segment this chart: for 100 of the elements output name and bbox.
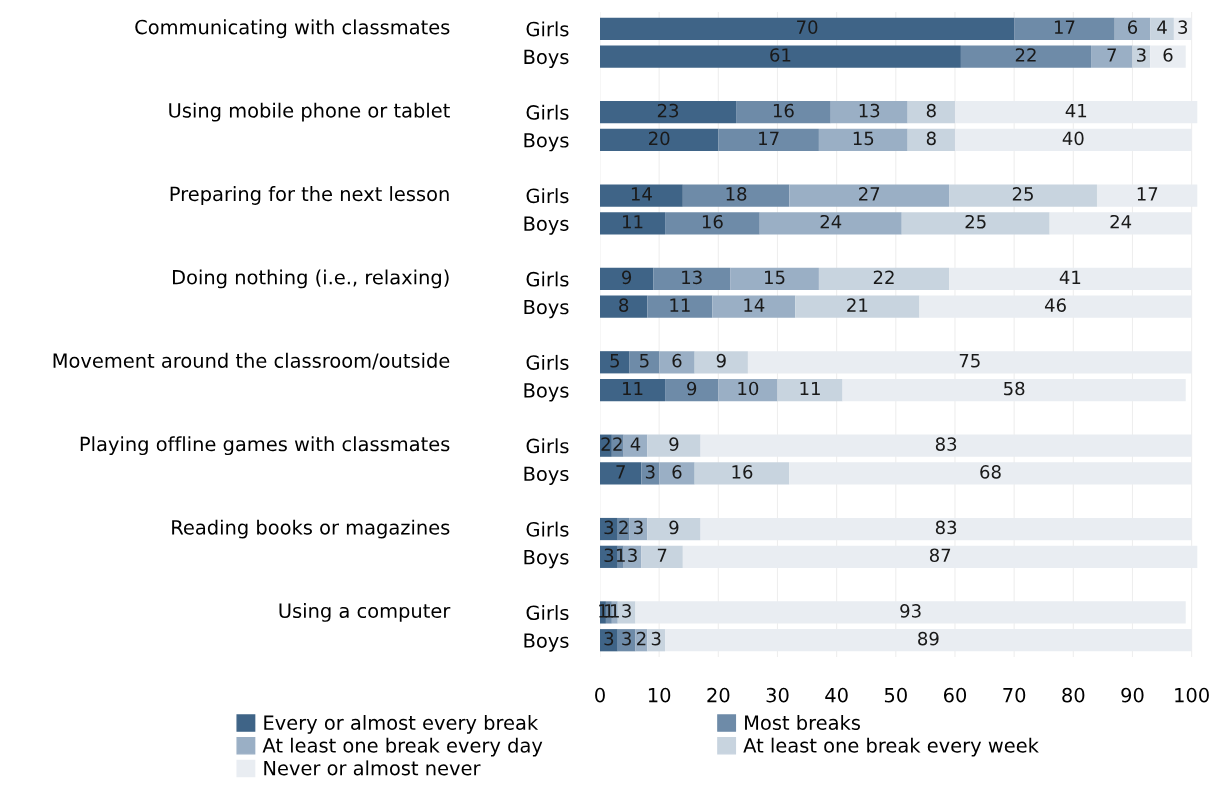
data-label: 27 — [859, 187, 880, 201]
y-tick-label: Girls — [526, 188, 569, 204]
data-label: 16 — [773, 103, 794, 118]
data-label: 9 — [622, 270, 632, 285]
data-label: 2 — [619, 520, 628, 535]
x-tick-label: 60 — [943, 687, 967, 703]
data-label: 17 — [759, 131, 779, 145]
data-label: 5 — [640, 354, 649, 368]
x-tick-label: 30 — [766, 687, 789, 703]
data-label: 3 — [651, 631, 661, 646]
data-label: 17 — [1054, 20, 1075, 34]
text: Preparing for the next lesson — [170, 186, 449, 205]
y-tick-label: Girls — [526, 438, 569, 454]
y-tick-label: Boys — [524, 466, 569, 485]
data-label: 22 — [873, 270, 894, 284]
data-label: 68 — [980, 465, 1001, 479]
data-label: 9 — [669, 520, 679, 535]
data-label: 15 — [853, 131, 874, 146]
data-label: 75 — [959, 354, 980, 368]
data-label: 8 — [926, 103, 936, 118]
data-label: 3 — [645, 465, 655, 479]
data-label: 46 — [1044, 298, 1066, 312]
data-label: 23 — [657, 103, 679, 118]
legend-label: At least one break every day — [262, 737, 543, 757]
data-label: 3 — [1178, 20, 1188, 34]
x-tick-label: 100 — [1175, 687, 1209, 703]
data-label: 3 — [604, 631, 614, 646]
y-tick-label: Boys — [524, 383, 569, 402]
data-label: 25 — [1012, 187, 1033, 201]
data-label: 13 — [682, 270, 702, 285]
data-label: 3 — [622, 631, 631, 646]
y-tick-label: Girls — [526, 21, 569, 37]
data-label: 25 — [965, 214, 986, 229]
data-label: 16 — [702, 214, 723, 229]
data-label: 17 — [1137, 187, 1158, 201]
data-label: 3 — [1136, 48, 1146, 62]
data-label: 41 — [1059, 270, 1081, 284]
data-label: 2 — [637, 631, 646, 646]
data-label: 6 — [1163, 48, 1173, 62]
data-label: 89 — [918, 631, 939, 646]
data-label: 14 — [631, 187, 652, 201]
data-label: 16 — [732, 465, 753, 479]
data-label: 6 — [672, 465, 682, 479]
data-label: 93 — [900, 604, 921, 618]
data-label: 24 — [1110, 214, 1132, 229]
y-tick-label: Girls — [526, 271, 569, 287]
x-tick-label: 90 — [1121, 687, 1144, 703]
data-label: 9 — [716, 353, 726, 368]
text: Using mobile phone or tablet — [169, 102, 450, 122]
data-label: 9 — [669, 437, 679, 451]
x-tick-label: 0 — [595, 687, 605, 703]
data-label: 87 — [929, 548, 951, 563]
text: Movement around the classroom/outside — [53, 352, 450, 370]
data-label: 41 — [1065, 103, 1087, 118]
data-label: 7 — [1107, 48, 1116, 62]
data-label: 13 — [859, 103, 880, 118]
data-label: 20 — [649, 131, 670, 146]
text: Reading books or magazines — [172, 519, 450, 539]
data-label: 2 — [601, 437, 610, 451]
y-tick-label: Girls — [526, 521, 569, 537]
data-label: 21 — [847, 298, 868, 312]
y-tick-label: Boys — [524, 550, 569, 569]
y-tick-label: Boys — [524, 216, 569, 235]
data-label: 2 — [613, 437, 622, 451]
legend-label: Every or almost every break — [264, 714, 539, 734]
legend-label: Never or almost never — [264, 760, 481, 776]
data-label: 7 — [616, 465, 625, 479]
data-label: 4 — [1157, 20, 1167, 34]
data-label: 8 — [926, 131, 936, 146]
data-label: 3 — [622, 604, 631, 618]
x-tick-label: 40 — [825, 687, 848, 703]
data-label: 14 — [744, 298, 765, 312]
data-label: 8 — [619, 298, 629, 312]
data-label: 3 — [604, 548, 614, 563]
text: Using a computer — [279, 603, 451, 622]
data-label: 83 — [935, 520, 957, 535]
data-label: 6 — [1127, 20, 1138, 34]
x-tick-label: 50 — [884, 687, 907, 703]
data-label: 3 — [604, 520, 614, 535]
y-tick-label: Boys — [524, 49, 569, 68]
text: Doing nothing (i.e., relaxing) — [173, 269, 449, 289]
data-label: 3 — [634, 520, 643, 535]
data-label: 61 — [770, 48, 791, 62]
legend-label: At least one break every week — [743, 737, 1039, 757]
y-tick-label: Boys — [524, 133, 569, 152]
data-label: 1 — [616, 548, 625, 562]
data-label: 11 — [623, 215, 643, 229]
data-label: 11 — [623, 381, 643, 396]
data-label: 22 — [1015, 48, 1036, 62]
data-label: 7 — [657, 548, 667, 562]
data-label: 10 — [738, 381, 759, 396]
y-tick-label: Boys — [524, 633, 569, 652]
data-label: 58 — [1004, 381, 1025, 396]
data-label: 40 — [1062, 131, 1084, 146]
x-tick-label: 80 — [1062, 687, 1085, 703]
data-label: 3 — [628, 548, 637, 563]
x-tick-label: 70 — [1003, 687, 1026, 703]
text: Playing offline games with classmates — [80, 436, 450, 456]
x-tick-label: 20 — [707, 687, 730, 703]
data-label: 11 — [670, 298, 690, 312]
